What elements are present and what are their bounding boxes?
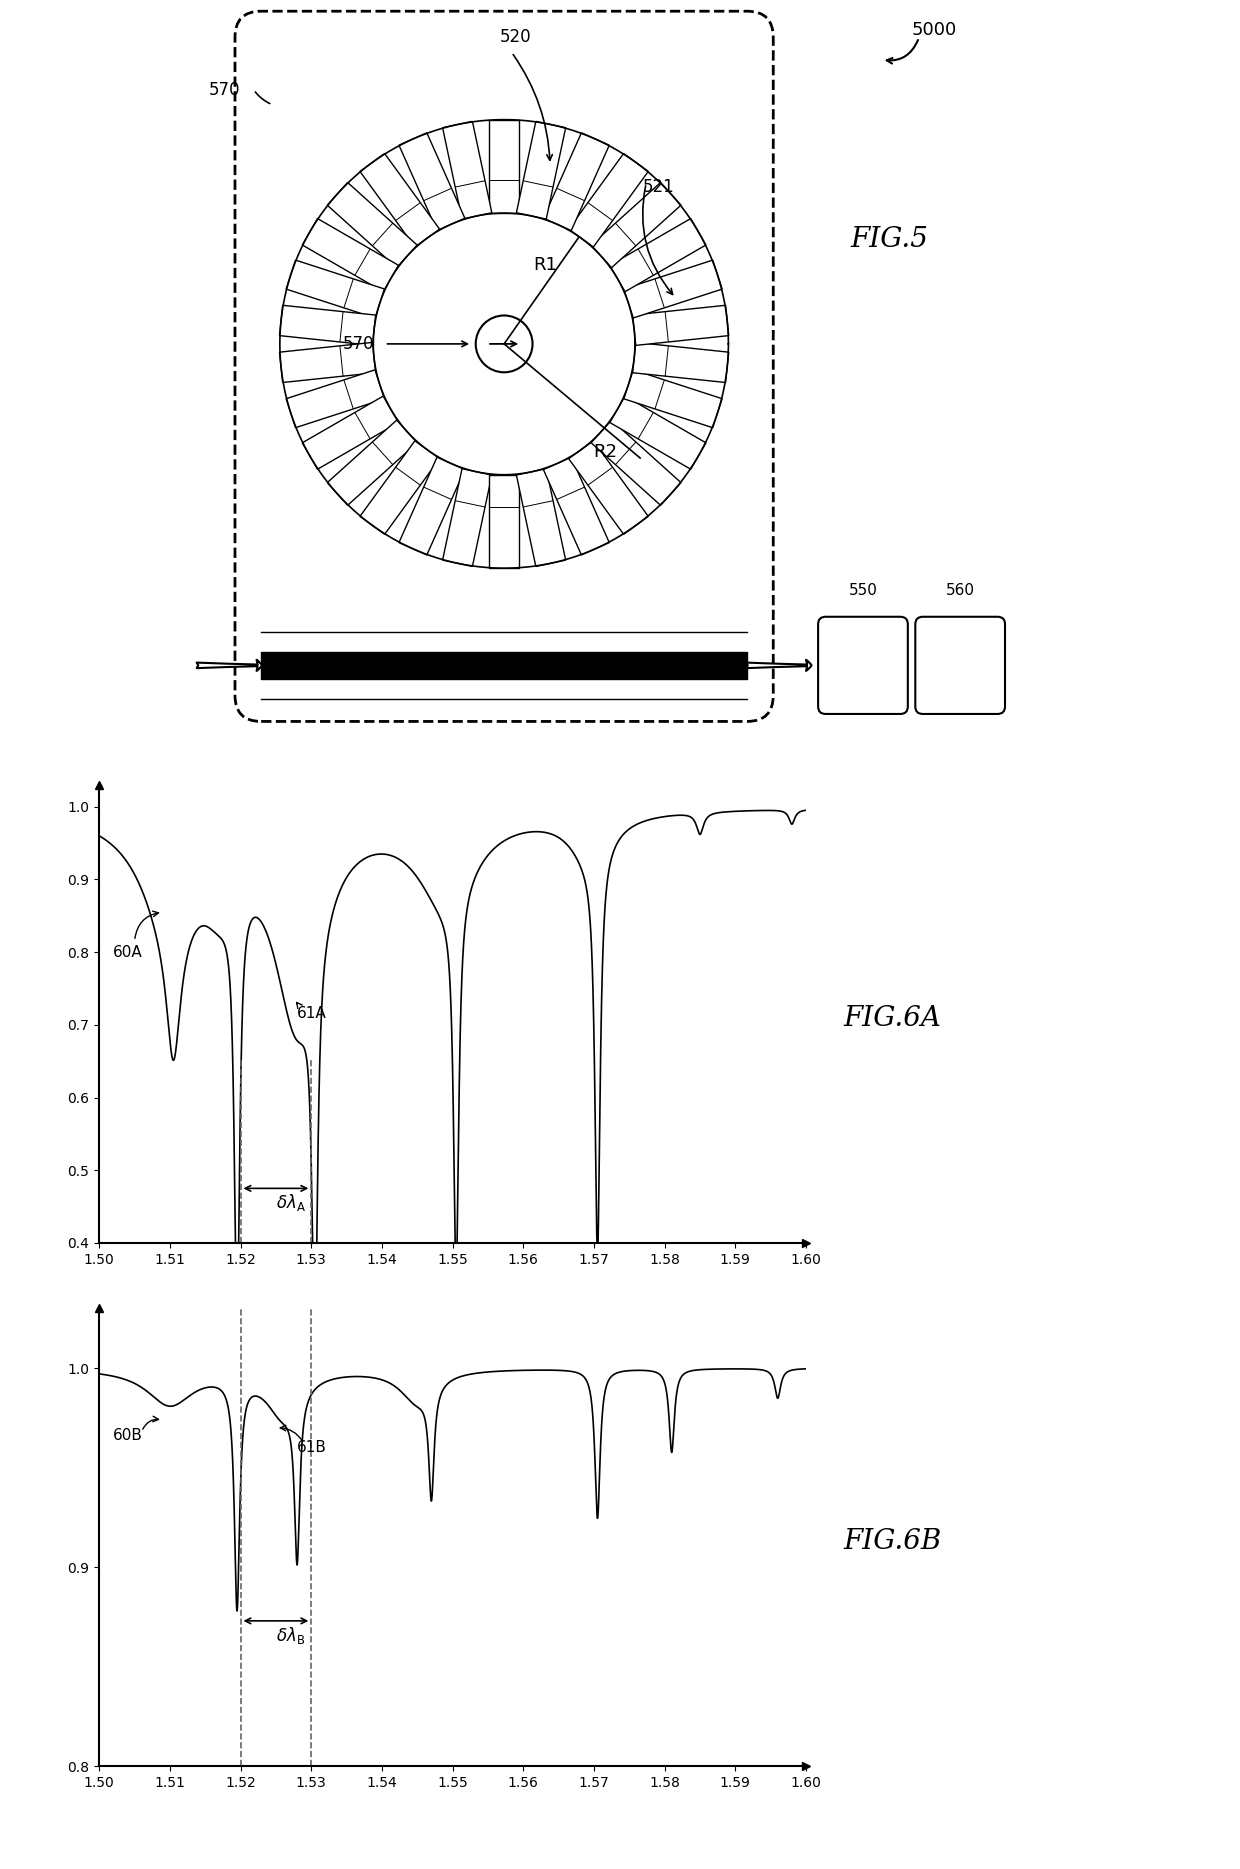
Bar: [489, 120, 520, 213]
Bar: [489, 475, 520, 568]
Bar: [516, 469, 565, 566]
Bar: [360, 441, 439, 535]
Bar: [303, 219, 398, 292]
Bar: [399, 458, 465, 555]
Bar: [279, 342, 376, 383]
Text: 521: 521: [642, 178, 675, 196]
Bar: [543, 458, 609, 555]
Text: 560: 560: [946, 583, 975, 598]
Bar: [624, 260, 722, 318]
Bar: [610, 396, 706, 469]
Bar: [303, 396, 398, 469]
Text: 61A: 61A: [298, 1006, 327, 1022]
Bar: [443, 121, 492, 219]
Text: 550: 550: [848, 583, 878, 598]
Bar: [591, 421, 681, 505]
Bar: [327, 421, 417, 505]
Text: R2: R2: [593, 443, 618, 462]
Text: FIG.5: FIG.5: [851, 226, 928, 252]
Bar: [591, 183, 681, 267]
Text: FIG.6A: FIG.6A: [843, 1006, 941, 1032]
Text: $\delta\lambda_{\rm A}$: $\delta\lambda_{\rm A}$: [275, 1192, 306, 1213]
Text: 60B: 60B: [113, 1428, 143, 1443]
Bar: [279, 305, 376, 346]
Text: R1: R1: [533, 256, 557, 275]
Text: 61B: 61B: [298, 1441, 327, 1456]
Bar: [399, 133, 465, 230]
Bar: [624, 370, 722, 428]
Text: 570: 570: [208, 80, 241, 99]
Text: FIG.6B: FIG.6B: [843, 1529, 941, 1555]
FancyBboxPatch shape: [818, 617, 908, 714]
Bar: [610, 219, 706, 292]
Bar: [569, 441, 649, 535]
Bar: [327, 183, 417, 267]
Text: 520: 520: [500, 28, 531, 47]
Bar: [632, 305, 729, 346]
Bar: [543, 133, 609, 230]
Text: $\delta\lambda_{\rm B}$: $\delta\lambda_{\rm B}$: [275, 1624, 305, 1647]
Bar: [360, 153, 439, 247]
Bar: [569, 153, 649, 247]
Bar: [632, 342, 729, 383]
FancyBboxPatch shape: [915, 617, 1004, 714]
Text: 5000: 5000: [911, 21, 956, 39]
Bar: [286, 370, 384, 428]
Bar: [516, 121, 565, 219]
Bar: [443, 469, 492, 566]
Text: 60A: 60A: [113, 944, 143, 959]
Text: 570: 570: [342, 335, 374, 353]
Bar: [286, 260, 384, 318]
